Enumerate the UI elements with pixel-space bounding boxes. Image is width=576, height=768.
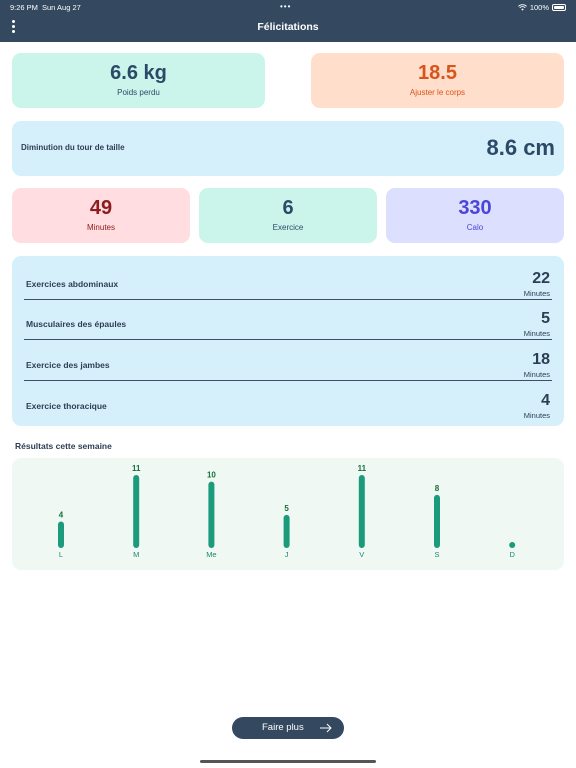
body-adjust-value: 18.5 — [418, 62, 457, 84]
multitasking-dots-icon[interactable]: ••• — [280, 2, 292, 11]
minutes-label: Minutes — [86, 223, 115, 232]
list-item[interactable]: Exercices abdominaux 22 Minutes — [24, 260, 552, 300]
exercise-count-label: Exercice — [272, 223, 304, 232]
bar-Me — [208, 481, 215, 548]
weight-lost-label: Poids perdu — [117, 88, 160, 97]
list-item[interactable]: Exercice thoracique 4 Minutes — [24, 382, 552, 422]
home-indicator — [200, 760, 376, 763]
exercise-name: Exercice thoracique — [26, 401, 107, 411]
do-more-label: Faire plus — [262, 722, 304, 733]
bar-value-label: 4 — [59, 510, 64, 519]
page-title: Félicitations — [257, 21, 319, 33]
calories-label: Calo — [466, 223, 484, 232]
bar-V — [358, 475, 365, 548]
list-item[interactable]: Musculaires des épaules 5 Minutes — [24, 300, 552, 340]
top-bar: 9:26 PM Sun Aug 27 ••• 100% Félicitation… — [0, 0, 576, 42]
status-bar: 9:26 PM Sun Aug 27 ••• 100% — [0, 0, 576, 14]
body-adjust-card[interactable]: 18.5 Ajuster le corps — [311, 53, 564, 108]
weight-lost-value: 6.6 kg — [110, 62, 167, 84]
calories-card: 330 Calo — [386, 188, 564, 243]
arrow-right-icon — [320, 723, 332, 733]
battery-icon — [552, 4, 566, 11]
status-time: 9:26 PM — [10, 3, 38, 12]
list-item[interactable]: Exercice des jambes 18 Minutes — [24, 341, 552, 381]
bar-S — [434, 494, 440, 548]
bar-value-label: 11 — [358, 464, 367, 473]
waist-reduction-card: Diminution du tour de taille 8.6 cm — [12, 121, 564, 176]
exercise-minutes: 4 — [541, 392, 550, 409]
do-more-button[interactable]: Faire plus — [232, 717, 344, 739]
day-tick-label: L — [59, 550, 63, 559]
weekly-chart-svg: 4 L 11 M 10 Me 5 J 11 V 8 S D — [58, 464, 516, 559]
calories-value: 330 — [458, 197, 492, 219]
bar-M — [133, 475, 140, 548]
day-tick-label: J — [285, 550, 289, 559]
bar-D — [509, 542, 516, 548]
exercise-list: Exercices abdominaux 22 Minutes Musculai… — [12, 256, 564, 426]
waist-reduction-value: 8.6 cm — [486, 135, 556, 160]
body-adjust-label: Ajuster le corps — [409, 88, 466, 97]
exercise-name: Exercices abdominaux — [26, 279, 119, 289]
weekly-chart: 4 L 11 M 10 Me 5 J 11 V 8 S D — [12, 458, 564, 570]
bar-value-label: 10 — [207, 471, 216, 480]
exercise-count-card: 6 Exercice — [199, 188, 377, 243]
weight-lost-card: 6.6 kg Poids perdu — [12, 53, 265, 108]
wifi-icon — [517, 4, 527, 11]
status-date: Sun Aug 27 — [42, 3, 81, 12]
exercise-unit: Minutes — [523, 289, 550, 298]
bar-value-label: 11 — [132, 464, 141, 473]
exercise-name: Musculaires des épaules — [26, 319, 127, 329]
exercise-unit: Minutes — [523, 411, 550, 420]
bar-value-label: 5 — [284, 504, 289, 513]
exercise-unit: Minutes — [523, 370, 550, 379]
exercise-count-value: 6 — [282, 197, 294, 219]
exercise-name: Exercice des jambes — [26, 360, 110, 370]
day-tick-label: V — [359, 550, 364, 559]
minutes-card: 49 Minutes — [12, 188, 190, 243]
exercise-minutes: 18 — [532, 351, 550, 368]
bar-L — [58, 521, 64, 548]
day-tick-label: S — [434, 550, 439, 559]
battery-percent: 100% — [529, 3, 549, 12]
exercise-minutes: 22 — [532, 270, 550, 287]
waist-reduction-label: Diminution du tour de taille — [21, 143, 125, 152]
day-tick-label: M — [133, 550, 139, 559]
bar-J — [283, 514, 290, 548]
exercise-minutes: 5 — [541, 310, 550, 327]
day-tick-label: D — [509, 550, 515, 559]
more-options-icon[interactable] — [8, 20, 18, 34]
bar-value-label: 8 — [435, 484, 440, 493]
minutes-value: 49 — [89, 197, 113, 219]
weekly-results-title: Résultats cette semaine — [15, 441, 112, 451]
day-tick-label: Me — [206, 550, 216, 559]
exercise-unit: Minutes — [523, 329, 550, 338]
status-indicators: 100% — [517, 3, 566, 12]
